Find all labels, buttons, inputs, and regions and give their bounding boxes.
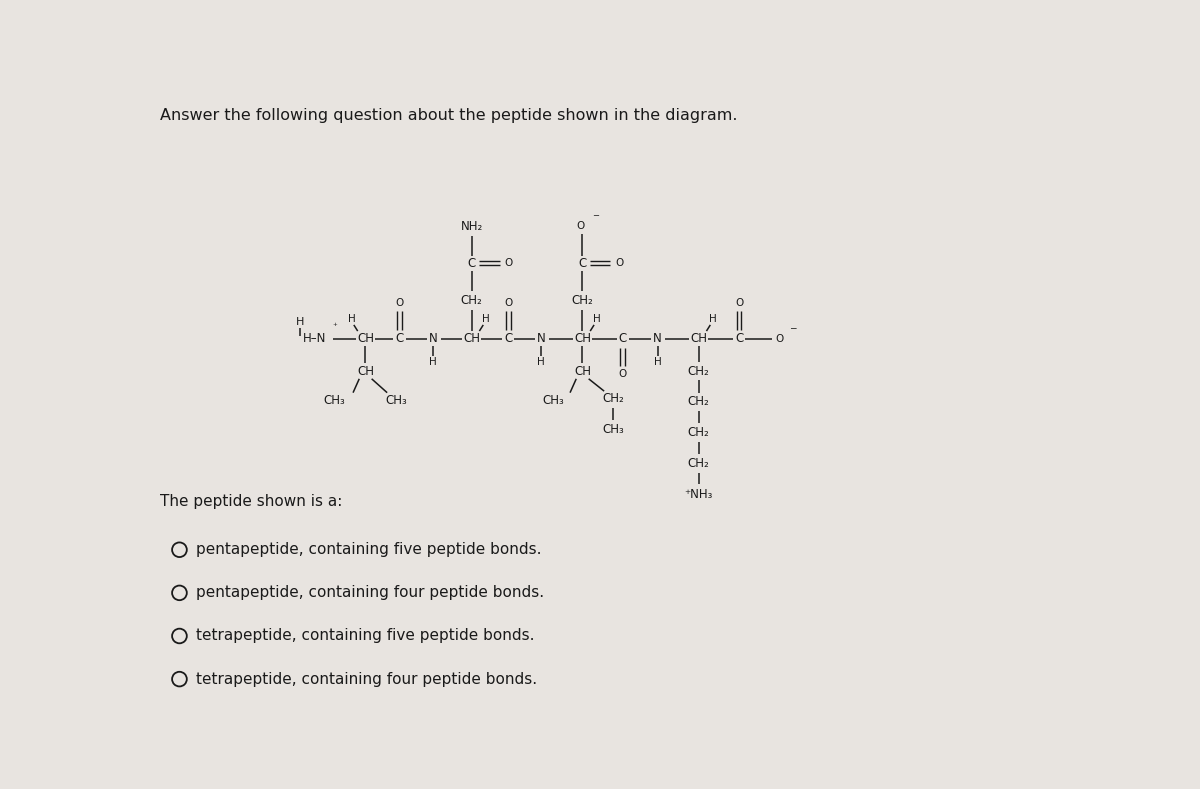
Text: C: C	[504, 332, 512, 346]
Text: NH₂: NH₂	[461, 220, 482, 233]
Text: CH: CH	[690, 332, 707, 346]
Text: CH₂: CH₂	[461, 294, 482, 307]
Text: tetrapeptide, containing four peptide bonds.: tetrapeptide, containing four peptide bo…	[197, 671, 538, 686]
Text: H: H	[481, 314, 490, 323]
Text: CH₂: CH₂	[688, 457, 709, 470]
Text: ⁺: ⁺	[332, 322, 337, 331]
Text: pentapeptide, containing four peptide bonds.: pentapeptide, containing four peptide bo…	[197, 585, 545, 600]
Text: O: O	[577, 222, 586, 231]
Text: H: H	[430, 357, 437, 367]
Text: CH: CH	[356, 365, 374, 378]
Text: −: −	[788, 323, 796, 332]
Text: O: O	[504, 298, 512, 308]
Text: O: O	[396, 298, 403, 308]
Text: C: C	[619, 332, 626, 346]
Text: O: O	[616, 258, 624, 268]
Text: N: N	[428, 332, 437, 346]
Text: CH₂: CH₂	[688, 426, 709, 439]
Text: H: H	[538, 357, 545, 367]
Text: ⁺NH₃: ⁺NH₃	[684, 488, 713, 501]
Text: O: O	[775, 334, 784, 344]
Text: CH₃: CH₃	[542, 394, 564, 407]
Text: O: O	[734, 298, 743, 308]
Text: CH₃: CH₃	[324, 394, 346, 407]
Text: C: C	[734, 332, 743, 346]
Text: CH₂: CH₂	[688, 365, 709, 378]
Text: N: N	[538, 332, 546, 346]
Text: C: C	[578, 256, 587, 270]
Text: N: N	[653, 332, 662, 346]
Text: −: −	[592, 211, 599, 220]
Text: CH: CH	[356, 332, 374, 346]
Text: CH₂: CH₂	[688, 395, 709, 409]
Text: CH₃: CH₃	[602, 423, 624, 436]
Text: H: H	[654, 357, 661, 367]
Text: CH₂: CH₂	[571, 294, 593, 307]
Text: CH: CH	[574, 332, 590, 346]
Text: O: O	[619, 369, 626, 380]
Text: H: H	[296, 317, 305, 327]
Text: H: H	[709, 314, 716, 323]
Text: CH: CH	[463, 332, 480, 346]
Text: H: H	[348, 314, 355, 323]
Text: CH₃: CH₃	[385, 394, 407, 407]
Text: H: H	[593, 314, 600, 323]
Text: The peptide shown is a:: The peptide shown is a:	[160, 495, 342, 510]
Text: Answer the following question about the peptide shown in the diagram.: Answer the following question about the …	[160, 108, 738, 123]
Text: H–N: H–N	[302, 332, 326, 346]
Text: O: O	[505, 258, 512, 268]
Text: C: C	[396, 332, 403, 346]
Text: C: C	[468, 256, 475, 270]
Text: tetrapeptide, containing five peptide bonds.: tetrapeptide, containing five peptide bo…	[197, 629, 535, 644]
Text: pentapeptide, containing five peptide bonds.: pentapeptide, containing five peptide bo…	[197, 542, 542, 557]
Text: CH₂: CH₂	[602, 392, 624, 406]
Text: CH: CH	[574, 365, 590, 378]
